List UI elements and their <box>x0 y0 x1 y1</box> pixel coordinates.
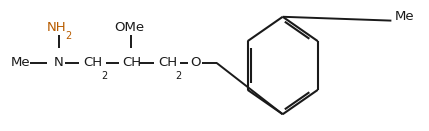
Text: 2: 2 <box>175 71 182 81</box>
Text: CH: CH <box>84 56 103 69</box>
Text: Me: Me <box>11 56 30 69</box>
Text: OMe: OMe <box>114 21 144 34</box>
Text: CH: CH <box>158 56 177 69</box>
Text: 2: 2 <box>101 71 107 81</box>
Text: CH: CH <box>122 56 141 69</box>
Text: NH: NH <box>47 21 66 34</box>
Text: N: N <box>54 56 64 69</box>
Text: 2: 2 <box>65 31 72 41</box>
Text: O: O <box>190 56 201 69</box>
Text: Me: Me <box>394 10 414 23</box>
